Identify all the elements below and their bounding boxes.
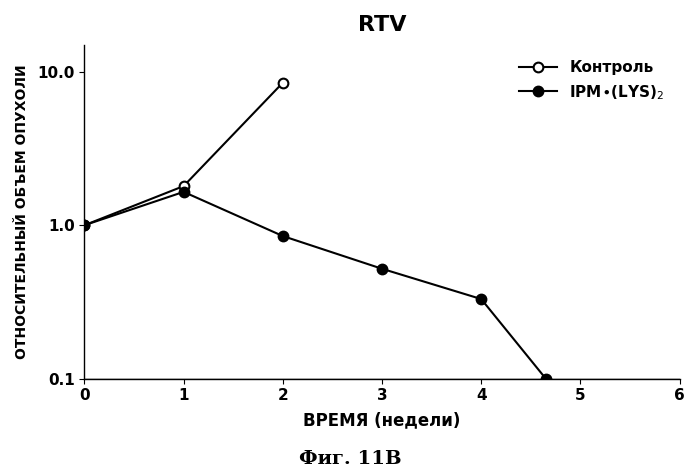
Контроль — [279, 80, 287, 86]
IPM•(LYS)₂ — [80, 222, 89, 228]
Legend: Контроль, IPM$\bullet$(LYS)$_2$: Контроль, IPM$\bullet$(LYS)$_2$ — [511, 53, 672, 109]
IPM•(LYS)₂ — [477, 296, 485, 302]
Text: Фиг. 11B: Фиг. 11B — [299, 450, 401, 468]
Line: IPM•(LYS)₂: IPM•(LYS)₂ — [80, 187, 551, 384]
Line: Контроль: Контроль — [80, 78, 288, 230]
X-axis label: ВРЕМЯ (недели): ВРЕМЯ (недели) — [303, 412, 461, 429]
Y-axis label: ОТНОСИТЕЛЬНЫЙ ОБЪЕМ ОПУХОЛИ: ОТНОСИТЕЛЬНЫЙ ОБЪЕМ ОПУХОЛИ — [15, 64, 29, 359]
IPM•(LYS)₂ — [179, 189, 188, 195]
Контроль — [80, 222, 89, 228]
IPM•(LYS)₂ — [378, 266, 386, 272]
Title: RTV: RTV — [358, 15, 406, 35]
Контроль — [179, 183, 188, 189]
IPM•(LYS)₂ — [279, 233, 287, 239]
IPM•(LYS)₂ — [542, 376, 550, 381]
